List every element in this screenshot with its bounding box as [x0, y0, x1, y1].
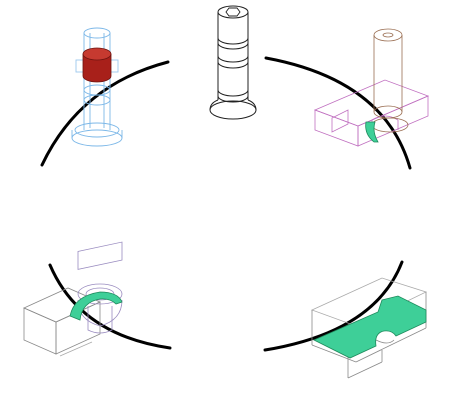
panel-top-right-post [371, 28, 409, 133]
panel-top-center-standoff [209, 5, 257, 120]
panel-bottom-left-block [23, 287, 101, 357]
green-cut-top-right [365, 121, 379, 143]
green-groove-bottom-left [69, 291, 123, 321]
panel-bottom-left-fixture [77, 241, 123, 334]
ring-arc-bottom-right [263, 260, 404, 352]
cycle-ring [40, 56, 412, 352]
red-collar-highlight [82, 47, 112, 83]
ring-arc-top-left [40, 60, 170, 167]
ring-arc-top-right [264, 56, 412, 170]
green-face-bottom-right [313, 295, 427, 359]
panel-bottom-right-block [310, 277, 428, 379]
ring-arc-bottom-left [48, 263, 172, 350]
panel-top-right-block [313, 79, 430, 147]
panel-top-left-post [71, 27, 123, 147]
